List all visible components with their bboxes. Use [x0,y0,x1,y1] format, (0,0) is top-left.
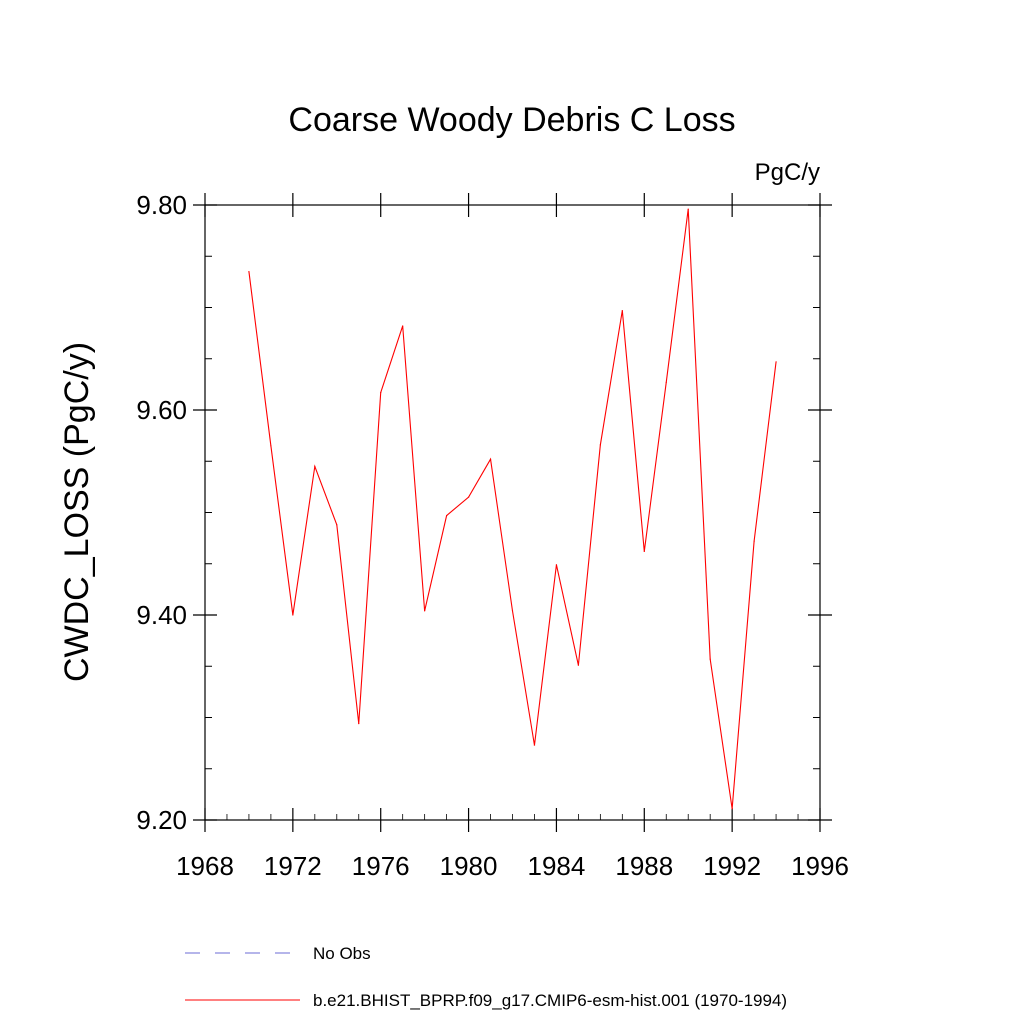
data-point [402,325,404,327]
y-axis-label: CWDC_LOSS (PgC/y) [58,342,96,682]
data-point [621,309,623,312]
data-point [555,564,558,566]
data-point [358,723,360,725]
data-point [511,610,514,612]
chart-title: Coarse Woody Debris C Loss [288,101,735,139]
data-point [643,550,645,553]
data-point [467,496,470,498]
series-layer [248,208,777,810]
data-point [292,614,294,616]
y-tick-label: 9.40 [136,600,187,630]
data-point [336,524,338,526]
data-point [489,458,492,460]
legend: No Obs b.e21.BHIST_BPRP.f09_g17.CMIP6-es… [185,944,787,1010]
x-tick-label: 1988 [615,851,673,881]
y-tick-label: 9.60 [136,395,187,425]
legend-label-model: b.e21.BHIST_BPRP.f09_g17.CMIP6-esm-hist.… [313,991,787,1010]
data-point [270,445,272,447]
data-point [753,540,755,542]
data-point [775,361,777,363]
x-tick-label: 1984 [528,851,586,881]
legend-label-no-obs: No Obs [313,944,371,963]
data-point [314,465,316,467]
x-tick-label: 1980 [440,851,498,881]
y-tick-label: 9.80 [136,190,187,220]
data-point [599,444,601,446]
y-tick-label: 9.20 [136,805,187,835]
axis-ticks [193,193,832,832]
data-point [665,381,667,383]
x-tick-label: 1972 [264,851,322,881]
y-tick-labels: 9.20 9.40 9.60 9.80 [136,190,187,835]
data-point [424,610,426,612]
data-point [533,744,536,746]
x-tick-label: 1968 [176,851,234,881]
units-label: PgC/y [755,159,820,186]
data-point [687,208,689,210]
data-point [577,664,579,666]
plot-frame [204,204,821,821]
data-point [709,658,711,660]
data-point [380,391,382,394]
data-point [731,808,733,810]
x-tick-label: 1996 [791,851,849,881]
x-tick-labels: 1968 1972 1976 1980 1984 1988 1992 1996 [176,851,849,881]
x-tick-label: 1976 [352,851,410,881]
series-line [248,209,777,809]
data-point [248,271,250,273]
x-tick-label: 1992 [703,851,761,881]
data-point [446,514,448,517]
